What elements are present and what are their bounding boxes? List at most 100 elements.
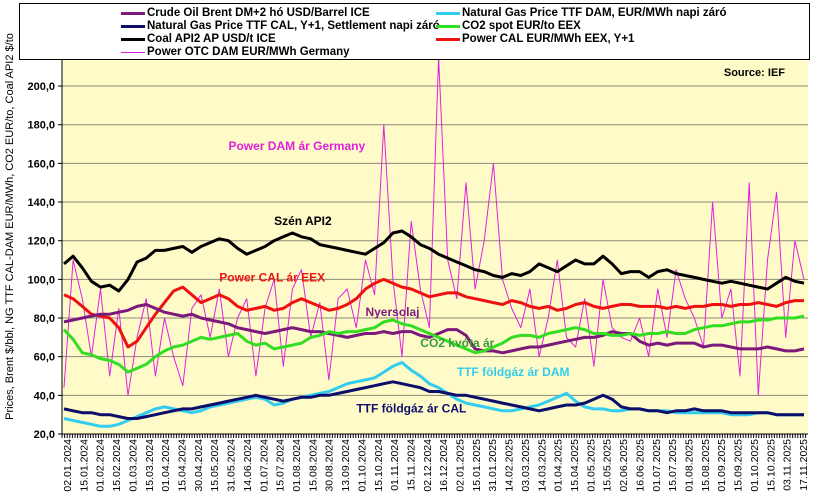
x-tick-label: 02.01.2025 [455,439,467,492]
x-tick-label: 01.05.2025 [585,439,597,492]
legend-item-power-cal: Power CAL EUR/MWh EEX, Y+1 [436,32,634,46]
y-tick-label: 60,0 [34,352,55,364]
x-tick-label: 15.08.2025 [700,439,712,492]
x-tick-label: 13.09.2024 [340,439,352,492]
x-tick-label: 03.03.2025 [520,439,532,492]
annotation-label: Power CAL ár EEX [219,270,325,284]
x-tick-label: 15.01.2024 [78,439,90,492]
x-tick-label: 15.03.2024 [144,439,156,492]
x-tick-label: 03.11.2025 [782,439,794,491]
legend-item-brent: Crude Oil Brent DM+2 hó USD/Barrel ICE [121,6,370,20]
x-tick-label: 15.05.2025 [602,439,614,492]
y-tick-label: 20,0 [34,429,55,441]
x-tick-label: 01.08.2024 [291,439,303,492]
legend-item-ttf-cal: Natural Gas Price TTF CAL, Y+1, Settleme… [121,19,440,33]
x-tick-labels: 02.01.2024 15.01.2024 01.02.2024 15.02.2024… [62,439,810,492]
x-tick-label: 01.04.2024 [160,439,172,492]
annotation-label: Szén API2 [274,214,332,228]
x-tick-label: 30.04.2024 [193,439,205,492]
x-tick-label: 01.10.2024 [356,439,368,492]
x-tick-label: 14.03.2025 [536,439,548,492]
x-tick-label: 16.12.2024 [438,439,450,492]
x-tick-label: 01.08.2025 [684,439,696,492]
x-tick-label: 15.04.2024 [176,439,188,492]
annotation-label: CO2 kvóta ár [420,336,494,350]
x-tick-label: 15.08.2024 [307,439,319,492]
legend-label: CO2 spot EUR/to EEX [462,20,581,32]
plot-area [62,59,808,434]
x-tick-label: 01.09.2025 [716,439,728,492]
x-tick-label: 15.10.2024 [373,439,385,492]
legend-swatch-power-cal [436,37,460,41]
x-tick-label: 15.05.2024 [209,439,221,492]
y-tick-label: 100,0 [27,274,55,286]
y-tick-label: 140,0 [27,197,55,209]
y-tick-label: 200,0 [27,81,55,93]
x-tick-label: 15.10.2025 [765,439,777,492]
x-tick-label: 01.11.2024 [389,439,401,491]
y-tick-label: 120,0 [27,236,55,248]
legend-swatch-ttf-cal [121,24,145,28]
annotation-label: Power DAM ár Germany [228,139,365,153]
legend-item-coal: Coal API2 AP USD/t ICE [121,32,276,46]
x-tick-label: 02.06.2025 [618,439,630,492]
x-tick-label: 15.01.2025 [471,439,483,492]
legend-label: Coal API2 AP USD/t ICE [147,33,276,45]
x-tick-label: 14.06.2024 [242,439,254,492]
x-tick-label: 30.08.2024 [324,439,336,492]
series-lines [62,59,805,428]
x-tick-label: 15.07.2024 [275,439,287,492]
x-minor-ticks [61,434,807,438]
y-tick-labels: 20,0 40,0 60,0 80,0 100,0 120,0 140,0 160,0 180,… [27,81,62,441]
legend-swatch-co2 [436,24,460,28]
x-tick-label: 01.04.2025 [553,439,565,492]
x-tick-label: 02.12.2024 [422,439,434,492]
x-tick-label: 01.03.2024 [127,439,139,492]
y-tick-label: 160,0 [27,158,55,170]
x-tick-label: 01.02.2024 [95,439,107,492]
legend-swatch-brent [121,11,145,15]
legend: Crude Oil Brent DM+2 hó USD/Barrel ICE N… [19,3,810,60]
x-tick-label: 01.10.2025 [749,439,761,492]
legend-item-power-dam: Power OTC DAM EUR/MWh Germany [121,45,350,59]
legend-label: Power CAL EUR/MWh EEX, Y+1 [462,33,635,45]
x-tick-label: 15.11.2024 [405,439,417,491]
x-tick-label: 01.07.2025 [651,439,663,492]
x-tick-label: 15.07.2025 [667,439,679,492]
x-tick-label: 15.09.2025 [733,439,745,492]
legend-label: Natural Gas Price TTF DAM, EUR/MWh napi … [462,7,727,19]
source-note: Source: IEF [723,67,785,79]
x-tick-label: 31.05.2024 [226,439,238,492]
annotation-label: Nyersolaj [365,305,419,319]
annotation-label: TTF földgáz ár DAM [457,365,570,379]
legend-item-co2: CO2 spot EUR/to EEX [436,19,581,33]
series-line-6 [63,277,804,349]
legend-label: Power OTC DAM EUR/MWh Germany [147,46,350,58]
series-line-5 [62,314,805,374]
legend-item-ttf-dam: Natural Gas Price TTF DAM, EUR/MWh napi … [436,6,727,20]
x-tick-label: 16.06.2025 [634,439,646,492]
x-tick-label: 15.02.2024 [111,439,123,492]
x-tick-label: 31.01.2025 [487,439,499,492]
x-tick-label: 14.02.2025 [504,439,516,492]
legend-label: Natural Gas Price TTF CAL, Y+1, Settleme… [147,20,440,32]
legend-swatch-power-dam [121,51,145,53]
x-tick-label: 01.07.2024 [258,439,270,492]
series-line-4 [63,361,804,428]
legend-swatch-ttf-dam [436,11,460,15]
y-tick-label: 80,0 [34,313,55,325]
legend-swatch-coal [121,37,145,41]
x-tick-label: 17.11.2025 [798,439,810,491]
series-line-3 [63,59,805,396]
y-tick-label: 40,0 [34,390,55,402]
series-line-2 [63,229,805,293]
y-axis-label: Prices, Brent $/bbl, NG TTF CAL-DAM EUR/… [4,33,16,420]
annotations: Power DAM ár Germany Szén API2 Power CAL á… [219,139,569,416]
x-tick-label: 15.04.2025 [569,439,581,492]
legend-label: Crude Oil Brent DM+2 hó USD/Barrel ICE [147,7,370,19]
series-line-1 [63,380,804,420]
x-tick-label: 02.01.2024 [62,439,74,492]
annotation-label: TTF földgáz ár CAL [356,402,466,416]
y-tick-label: 180,0 [27,120,55,132]
